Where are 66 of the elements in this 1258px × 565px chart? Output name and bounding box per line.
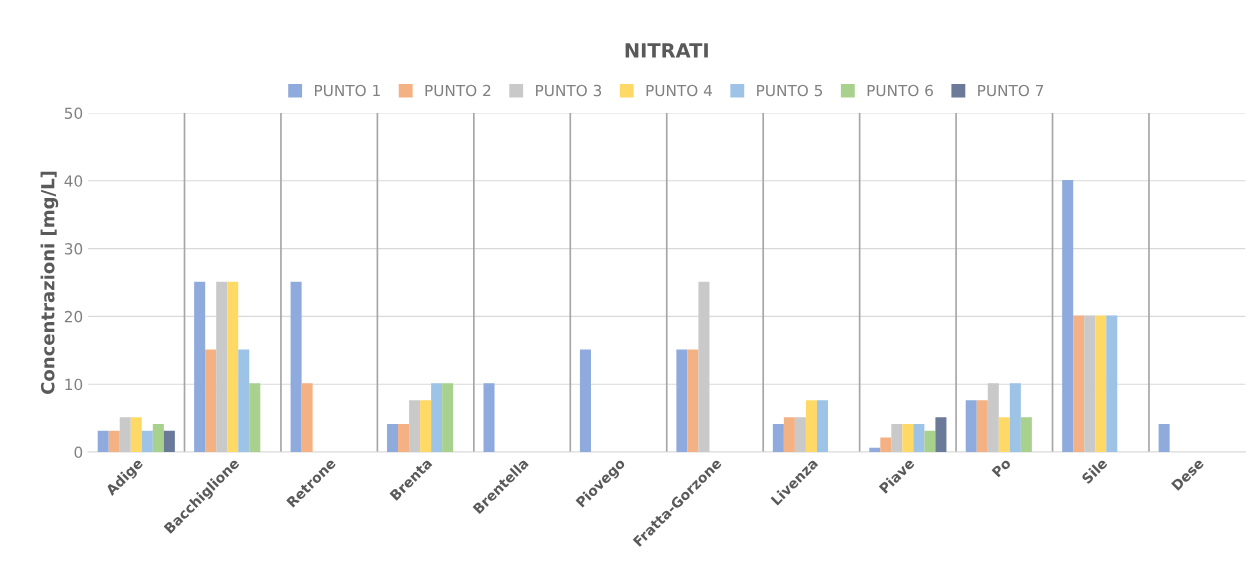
bar bbox=[935, 417, 947, 452]
bar bbox=[1020, 417, 1032, 452]
bar bbox=[783, 417, 795, 452]
bar bbox=[152, 424, 164, 452]
bar bbox=[880, 437, 892, 452]
bar bbox=[483, 383, 495, 452]
legend-label: PUNTO 6 bbox=[867, 84, 933, 97]
bar bbox=[805, 400, 817, 452]
bar bbox=[869, 447, 881, 452]
bar bbox=[141, 430, 153, 452]
legend-label: PUNTO 7 bbox=[978, 84, 1044, 97]
bar bbox=[119, 417, 131, 452]
y-tick-label: 20 bbox=[64, 310, 83, 323]
bar bbox=[579, 349, 591, 452]
y-tick-label: 40 bbox=[64, 175, 83, 187]
legend-label: PUNTO 1 bbox=[314, 84, 380, 97]
bar bbox=[698, 281, 710, 452]
bar bbox=[1009, 383, 1021, 452]
legend-label: PUNTO 4 bbox=[646, 84, 712, 97]
chart-title: NITRATI bbox=[625, 43, 708, 58]
bar bbox=[163, 430, 175, 452]
bar bbox=[924, 430, 936, 452]
bar bbox=[1158, 424, 1170, 452]
x-tick-label: Po bbox=[991, 457, 1012, 478]
bar bbox=[772, 424, 784, 452]
bar bbox=[205, 349, 217, 452]
bar bbox=[1062, 179, 1074, 452]
bar bbox=[398, 424, 410, 452]
bar bbox=[965, 400, 977, 452]
legend-label: PUNTO 3 bbox=[536, 84, 602, 97]
bar bbox=[816, 400, 828, 452]
bar bbox=[194, 281, 206, 452]
bar bbox=[891, 424, 903, 452]
bar bbox=[227, 281, 239, 452]
bar bbox=[794, 417, 806, 452]
legend-label: PUNTO 2 bbox=[425, 84, 491, 97]
bar bbox=[1073, 315, 1085, 452]
bar bbox=[442, 383, 454, 452]
bar bbox=[676, 349, 688, 452]
bar bbox=[998, 417, 1010, 452]
bar bbox=[431, 383, 443, 452]
bar bbox=[409, 400, 421, 452]
bar bbox=[987, 383, 999, 452]
bar bbox=[387, 424, 399, 452]
legend-label: PUNTO 5 bbox=[757, 84, 823, 97]
bar bbox=[290, 281, 302, 452]
bar bbox=[913, 424, 925, 452]
bar bbox=[1084, 315, 1096, 452]
bar bbox=[238, 349, 250, 452]
bar bbox=[108, 430, 120, 452]
y-tick-label: 0 bbox=[74, 446, 83, 459]
bar bbox=[1106, 315, 1118, 452]
bar bbox=[97, 430, 109, 452]
y-tick-label: 50 bbox=[64, 107, 83, 120]
bar bbox=[301, 383, 313, 452]
bar bbox=[130, 417, 142, 452]
bar bbox=[420, 400, 432, 452]
bar bbox=[687, 349, 699, 452]
y-axis-title: Concentrazioni [mg/L] bbox=[40, 171, 59, 394]
bar bbox=[1095, 315, 1107, 452]
y-tick-label: 30 bbox=[64, 243, 83, 255]
bar bbox=[976, 400, 988, 452]
bar bbox=[902, 424, 914, 452]
y-tick-label: 10 bbox=[65, 378, 83, 391]
bar bbox=[216, 281, 228, 452]
bar bbox=[249, 383, 261, 452]
